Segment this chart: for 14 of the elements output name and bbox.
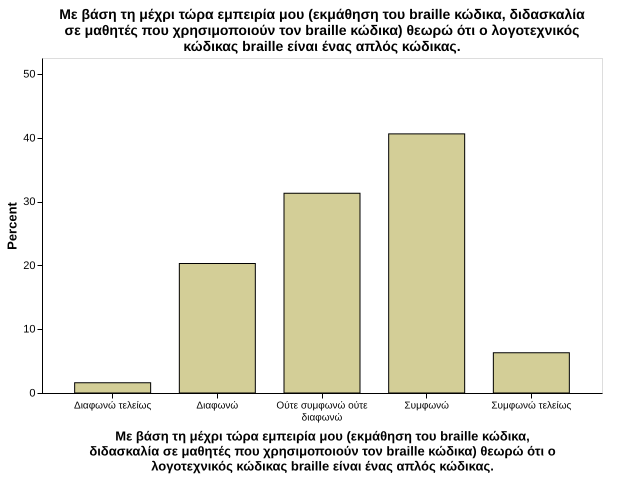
y-tick-label: 20	[23, 260, 36, 272]
x-tick-label: Συμφωνώ	[404, 400, 450, 412]
x-tick-label: Διαφωνώ	[196, 400, 238, 412]
y-tick-label: 0	[29, 388, 36, 400]
y-tick-label: 50	[23, 68, 36, 80]
y-tick-label: 10	[23, 324, 36, 336]
chart-title: Με βάση τη μέχρι τώρα εμπειρία μου (εκμάθηση του braille κώδικα, διδασκαλία σε μαθητές που χρησιμοποιούν τον braille κώδικα) θεωρώ ότι ο λογοτεχνικός κώδικας braille είναι ένας απλός κώδικας.	[59, 6, 586, 54]
y-tick-label: 40	[23, 132, 36, 144]
x-tick-label: Ούτε συμφωνώ ούτε διαφωνώ	[276, 400, 368, 424]
x-tick-label: Συμφωνώ τελείως	[491, 400, 572, 412]
x-tick-label: Διαφωνώ τελείως	[74, 400, 152, 412]
y-axis-title: Percent	[4, 201, 20, 250]
y-tick-label: 30	[23, 196, 36, 208]
x-axis-title: Με βάση τη μέχρι τώρα εμπειρία μου (εκμάθηση του braille κώδικα, διδασκαλία σε μαθητές που χρησιμοποιούν τον braille κώδικα) θεωρώ ότι ο λογοτεχνικός κώδικας braille είναι ένας απλός κώδικας.	[89, 428, 556, 474]
